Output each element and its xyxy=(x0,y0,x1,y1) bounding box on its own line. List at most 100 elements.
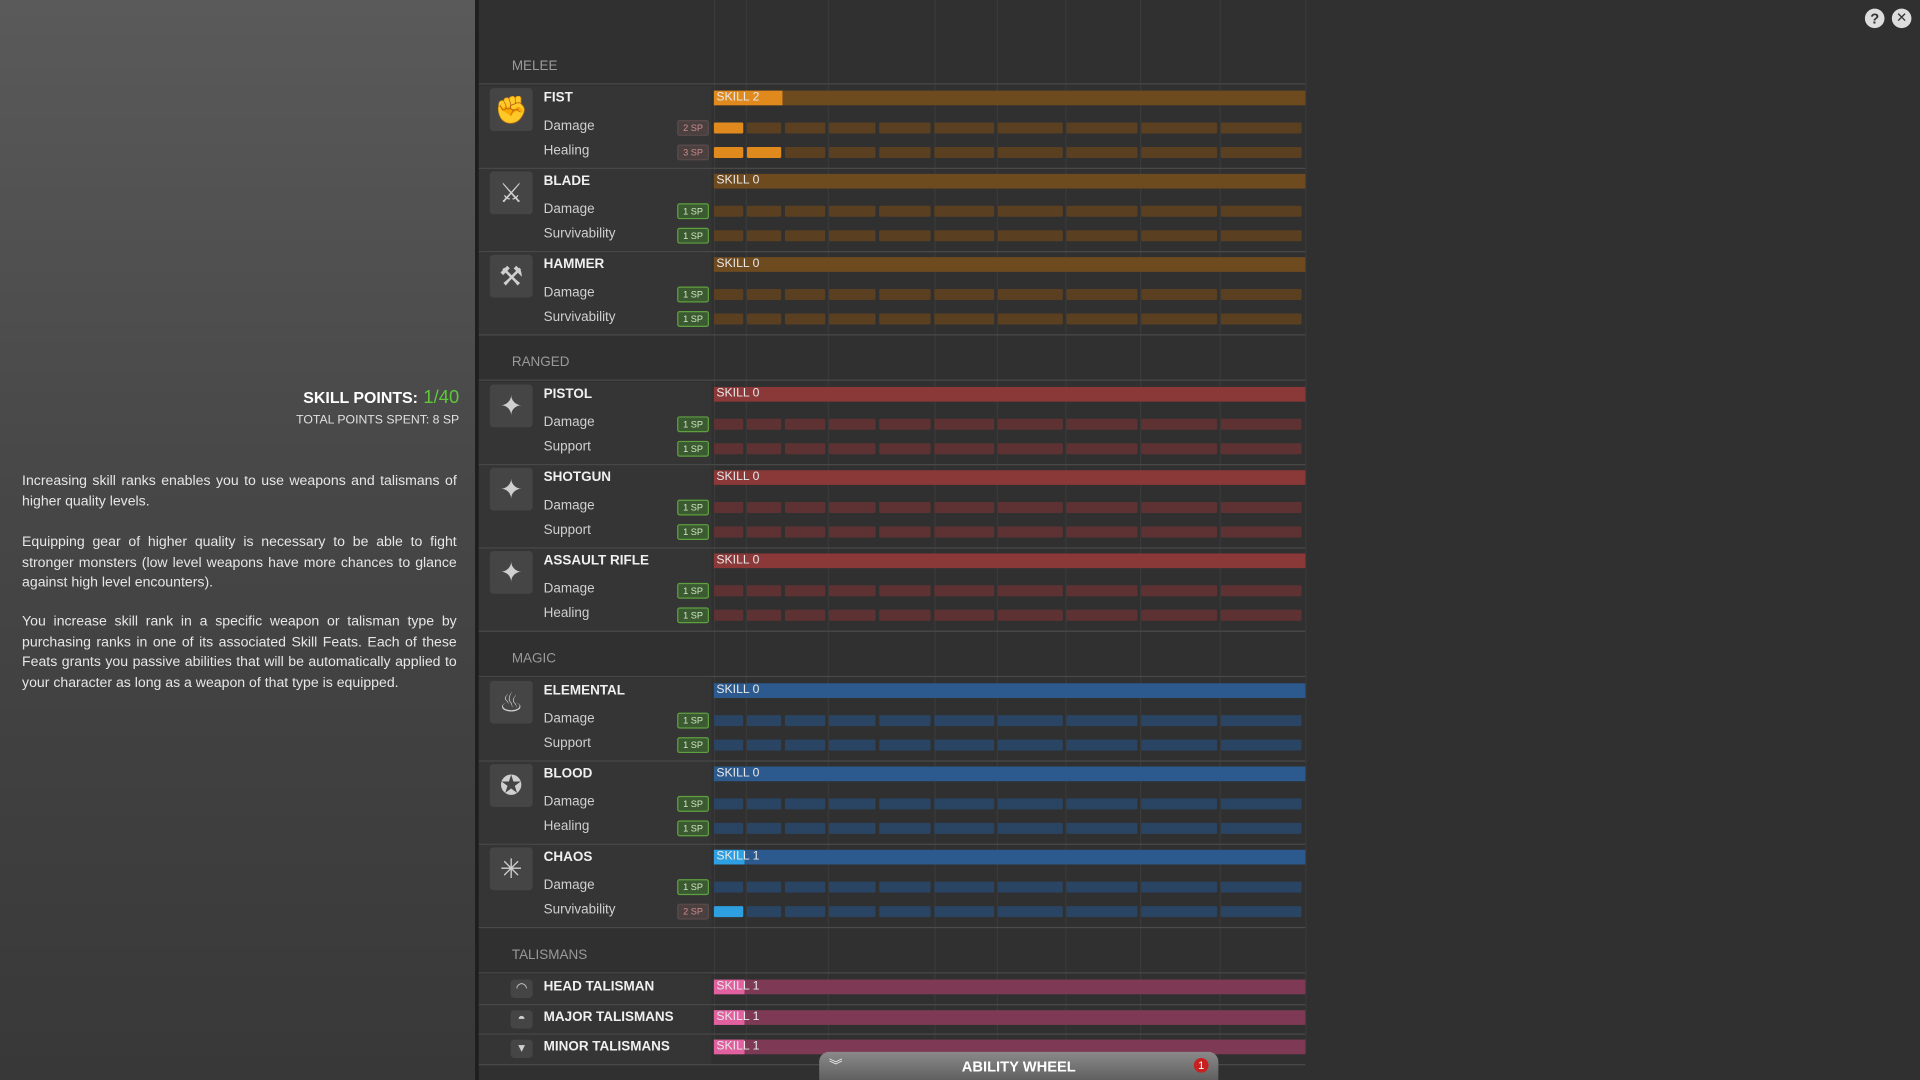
rank-segment xyxy=(1066,881,1138,893)
rank-segment xyxy=(997,146,1063,158)
rank-segment xyxy=(879,585,931,597)
skill-bar: SKILL 2 xyxy=(713,90,1306,106)
feat-cost: 1 SP xyxy=(677,440,709,457)
rank-segment xyxy=(879,502,931,514)
rank-segment xyxy=(1220,418,1302,430)
weapon-name: ELEMENTAL xyxy=(543,683,625,698)
close-button[interactable]: ✕ xyxy=(1891,8,1912,29)
rank-segment xyxy=(784,205,826,217)
rank-segment xyxy=(713,739,744,751)
rank-segment xyxy=(1141,230,1218,242)
rank-segment xyxy=(1220,881,1302,893)
skill-bar: SKILL 0 xyxy=(713,766,1306,782)
rank-segment xyxy=(746,526,782,538)
feat-name: Healing xyxy=(543,819,590,834)
rank-segment xyxy=(1141,205,1218,217)
row-divider xyxy=(478,760,1306,762)
rank-track xyxy=(713,443,1305,455)
skill-level-label: SKILL 1 xyxy=(716,979,760,994)
rank-segment xyxy=(1066,609,1138,621)
rank-segment xyxy=(934,205,995,217)
rank-segment xyxy=(746,146,782,158)
feat-cost: 1 SP xyxy=(677,286,709,303)
rank-segment xyxy=(1066,205,1138,217)
skill-level-label: SKILL 0 xyxy=(716,683,760,697)
rank-segment xyxy=(934,609,995,621)
rank-segment xyxy=(713,418,744,430)
rank-segment xyxy=(1066,122,1138,134)
section-divider xyxy=(478,83,1306,85)
rank-segment xyxy=(1220,230,1302,242)
rank-segment xyxy=(713,122,744,134)
rank-segment xyxy=(1141,122,1218,134)
skill-level-label: SKILL 0 xyxy=(716,766,760,781)
rank-segment xyxy=(934,881,995,893)
rank-track xyxy=(713,739,1305,751)
skill-bar: SKILL 1 xyxy=(713,1009,1306,1025)
feat-name: Damage xyxy=(543,498,595,514)
skill-bar: SKILL 0 xyxy=(713,173,1306,189)
rank-segment xyxy=(828,739,876,751)
ability-wheel-tab[interactable]: ︾ ABILITY WHEEL 1 xyxy=(819,1051,1219,1080)
rank-segment xyxy=(784,526,826,538)
rank-segment xyxy=(879,443,931,455)
rank-segment xyxy=(784,822,826,834)
rank-segment xyxy=(1141,906,1218,918)
rank-segment xyxy=(879,715,931,727)
rank-segment xyxy=(997,502,1063,514)
rank-segment xyxy=(934,526,995,538)
rank-segment xyxy=(713,205,744,217)
weapon-name: MAJOR TALISMANS xyxy=(543,1009,674,1025)
help-button[interactable]: ? xyxy=(1864,8,1885,29)
rank-segment xyxy=(934,822,995,834)
rank-segment xyxy=(1141,418,1218,430)
weapon-name: SHOTGUN xyxy=(543,470,612,485)
rank-segment xyxy=(1220,798,1302,810)
skill-bar: SKILL 0 xyxy=(713,470,1306,485)
rank-segment xyxy=(784,230,826,242)
section-label: TALISMANS xyxy=(511,947,588,963)
skill-level-label: SKILL 1 xyxy=(716,849,760,864)
rank-segment xyxy=(1220,739,1302,751)
skill-level-label: SKILL 0 xyxy=(716,173,760,188)
rank-segment xyxy=(934,906,995,918)
rank-segment xyxy=(934,715,995,727)
rank-segment xyxy=(1141,715,1218,727)
rank-segment xyxy=(1066,585,1138,597)
rank-track xyxy=(713,881,1305,893)
rank-segment xyxy=(997,739,1063,751)
rank-track xyxy=(713,526,1305,538)
feat-cost: 1 SP xyxy=(677,795,709,812)
rank-segment xyxy=(828,609,876,621)
rank-segment xyxy=(746,205,782,217)
rank-segment xyxy=(828,230,876,242)
feat-name: Support xyxy=(543,439,591,455)
rank-segment xyxy=(713,146,744,158)
rank-segment xyxy=(879,526,931,538)
rank-segment xyxy=(997,122,1063,134)
rank-segment xyxy=(997,313,1063,325)
rank-segment xyxy=(828,798,876,810)
feat-cost: 1 SP xyxy=(677,203,709,220)
feat-name: Survivability xyxy=(543,226,616,242)
section-label: RANGED xyxy=(511,355,570,370)
rank-segment xyxy=(784,881,826,893)
rank-segment xyxy=(746,288,782,301)
skill-level-fill xyxy=(713,849,745,865)
rank-segment xyxy=(934,739,995,751)
rank-track xyxy=(713,288,1305,301)
feat-name: Damage xyxy=(543,285,595,301)
rank-track xyxy=(713,822,1305,834)
rank-segment xyxy=(784,715,826,727)
rank-segment xyxy=(879,881,931,893)
rank-segment xyxy=(879,739,931,751)
weapon-name: BLADE xyxy=(543,173,591,189)
rank-segment xyxy=(1220,502,1302,514)
rank-segment xyxy=(1141,313,1218,325)
rank-segment xyxy=(934,122,995,134)
feat-cost: 2 SP xyxy=(677,903,709,920)
rank-segment xyxy=(997,881,1063,893)
rank-segment xyxy=(1141,609,1218,621)
rank-segment xyxy=(746,418,782,430)
